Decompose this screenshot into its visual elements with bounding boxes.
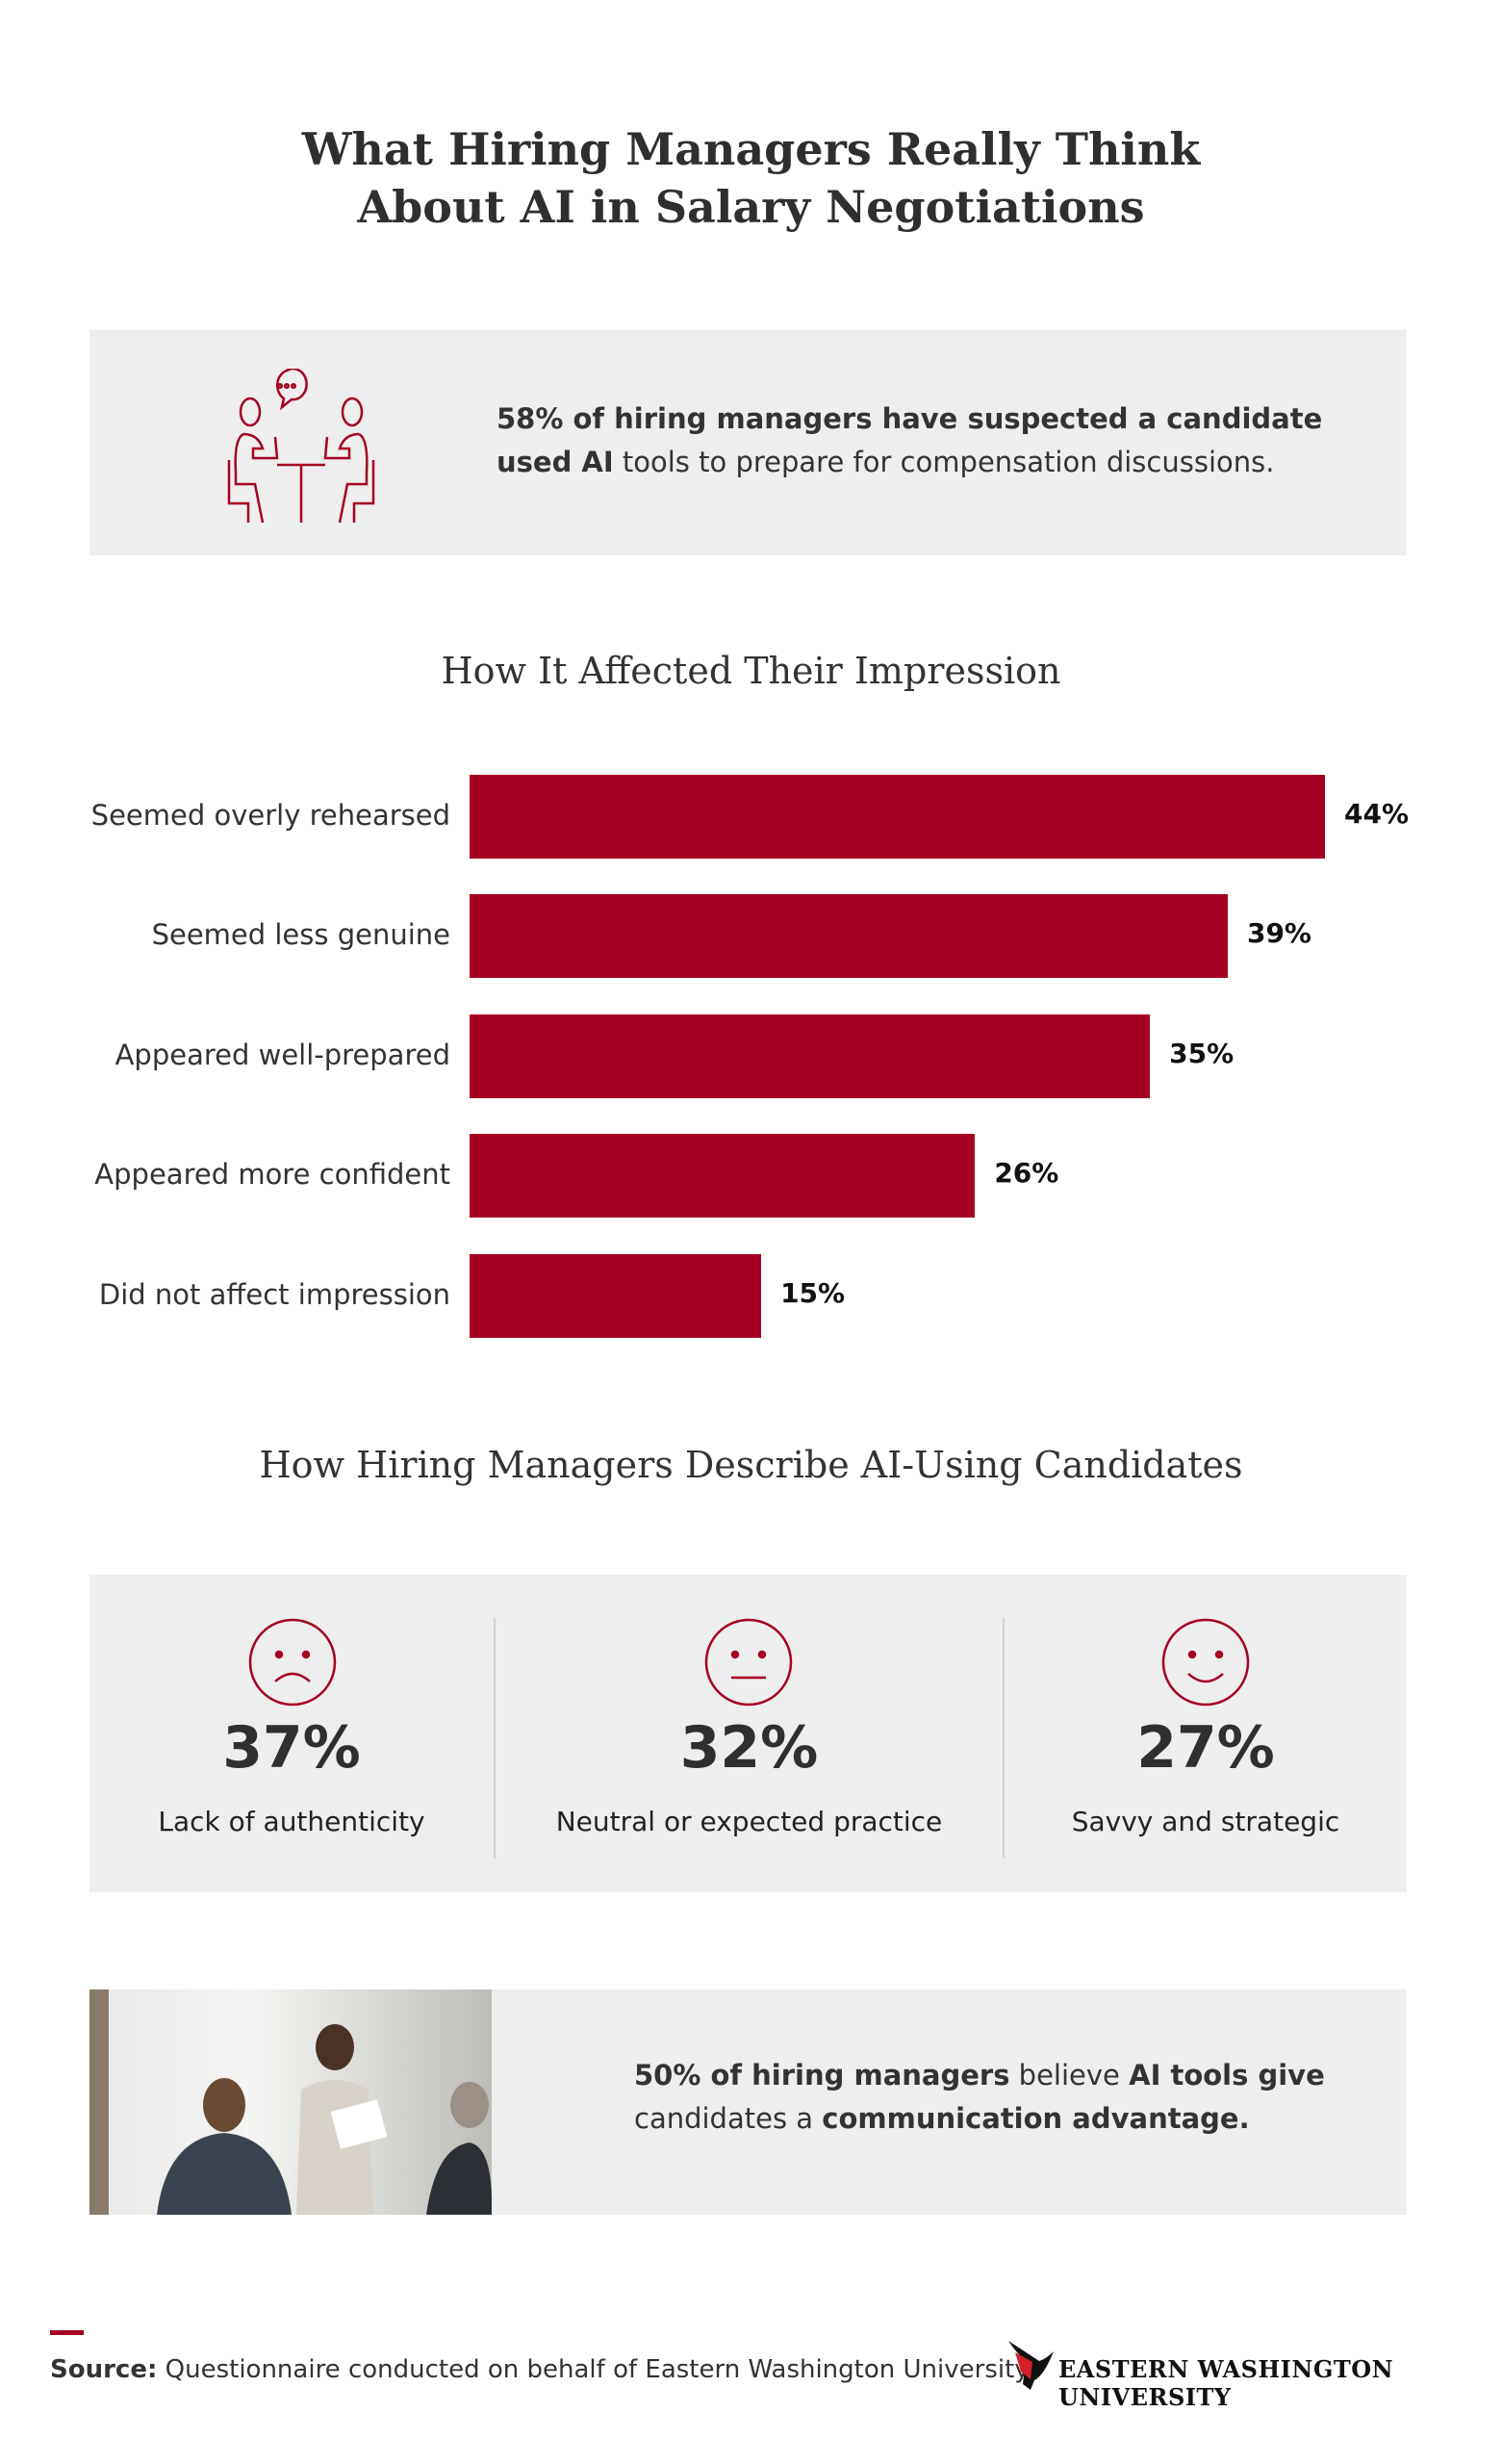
- describe-item-savvy: 27% Savvy and strategic: [1005, 1575, 1407, 1892]
- describe-label: Savvy and strategic: [1071, 1806, 1340, 1837]
- bar-category-label: Appeared more confident: [94, 1158, 450, 1192]
- stat-text-2: candidates a: [634, 2102, 823, 2135]
- describe-pct: 37%: [222, 1714, 361, 1782]
- bar-value-label: 15%: [780, 1276, 846, 1309]
- stat-bold: 58% of hiring managers have suspected a …: [496, 402, 1323, 478]
- bar: [470, 1014, 1151, 1098]
- source-label: Source:: [50, 2355, 158, 2384]
- stat-panel-suspected: 58% of hiring managers have suspected a …: [89, 330, 1407, 555]
- neutral-face-icon: [704, 1618, 793, 1707]
- stat-bold-3: communication advantage.: [822, 2102, 1250, 2135]
- bar-value-label: 35%: [1169, 1037, 1235, 1069]
- describe-pct: 32%: [679, 1714, 819, 1782]
- stat-text: 58% of hiring managers have suspected a …: [496, 398, 1362, 484]
- describe-item-authenticity: 37% Lack of authenticity: [89, 1575, 494, 1892]
- stat-text-1: believe: [1009, 2059, 1130, 2092]
- chart-title: How It Affected Their Impression: [441, 650, 1061, 692]
- source-note: Source: Questionnaire conducted on behal…: [50, 2355, 1030, 2384]
- stat-bold-2: AI tools give: [1129, 2059, 1325, 2092]
- bar: [470, 1253, 762, 1338]
- describe-label: Lack of authenticity: [158, 1806, 425, 1837]
- source-text: Questionnaire conducted on behalf of Eas…: [157, 2355, 1030, 2384]
- title-line-2: About AI in Salary Negotiations: [357, 181, 1145, 233]
- university-logo-text: EASTERN WASHINGTON UNIVERSITY: [1058, 2355, 1394, 2411]
- describe-pct: 27%: [1136, 1714, 1275, 1782]
- accent-dash: [50, 2330, 84, 2335]
- describe-item-neutral: 32% Neutral or expected practice: [496, 1575, 1003, 1892]
- bar: [470, 775, 1325, 859]
- sad-face-icon: [248, 1618, 337, 1707]
- bar-category-label: Seemed less genuine: [151, 918, 450, 952]
- bar: [470, 894, 1228, 979]
- stat-panel-advantage: 50% of hiring managers believe AI tools …: [89, 1989, 1407, 2215]
- describe-title: How Hiring Managers Describe AI-Using Ca…: [259, 1444, 1243, 1486]
- bar-category-label: Did not affect impression: [98, 1277, 450, 1311]
- stat-bold-1: 50% of hiring managers: [634, 2059, 1010, 2092]
- bar-value-label: 39%: [1246, 917, 1311, 950]
- bar-value-label: 26%: [994, 1157, 1059, 1190]
- describe-label: Neutral or expected practice: [555, 1806, 943, 1837]
- title-line-1: What Hiring Managers Really Think: [301, 123, 1201, 175]
- stat-text: 50% of hiring managers believe AI tools …: [634, 2054, 1346, 2141]
- meeting-photo: [89, 1989, 492, 2215]
- divider: [1003, 1618, 1005, 1859]
- happy-face-icon: [1161, 1618, 1250, 1707]
- stat-rest: tools to prepare for compensation discus…: [613, 446, 1275, 478]
- bar-value-label: 44%: [1344, 798, 1410, 830]
- bar-category-label: Seemed overly rehearsed: [90, 799, 450, 832]
- eagle-logo-icon: [1008, 2341, 1054, 2390]
- bar-category-label: Appeared well-prepared: [115, 1038, 450, 1071]
- divider: [494, 1618, 496, 1859]
- meeting-conversation-icon: [227, 369, 375, 523]
- describe-panel: 37% Lack of authenticity 32% Neutral or …: [89, 1575, 1407, 1892]
- bar: [470, 1134, 976, 1219]
- page-title: What Hiring Managers Really Think About …: [0, 120, 1502, 236]
